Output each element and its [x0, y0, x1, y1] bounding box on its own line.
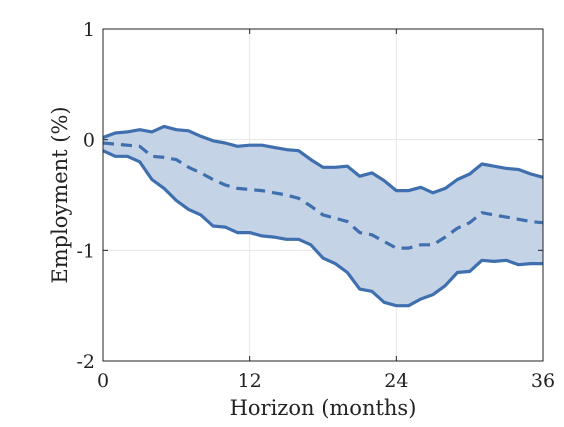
- x-tick-label: 0: [97, 370, 109, 392]
- y-tick-label: -1: [76, 240, 95, 262]
- plot-frame: [102, 28, 544, 362]
- point-estimate-line: [102, 141, 544, 250]
- x-tick-label: 36: [531, 370, 555, 392]
- y-tick-label: 1: [83, 19, 95, 41]
- y-axis-label: Employment (%): [48, 106, 72, 283]
- y-tick-label: -2: [76, 351, 95, 373]
- x-axis-label: Horizon (months): [230, 396, 417, 420]
- x-tick-label: 12: [238, 370, 262, 392]
- y-tick-label: 0: [83, 130, 95, 152]
- axis-ticks: 0 12 24 36 1 0 -1 -2: [76, 19, 555, 392]
- upper-bound-line: [102, 124, 544, 195]
- x-tick-label: 24: [384, 370, 408, 392]
- lower-bound-line: [102, 149, 543, 308]
